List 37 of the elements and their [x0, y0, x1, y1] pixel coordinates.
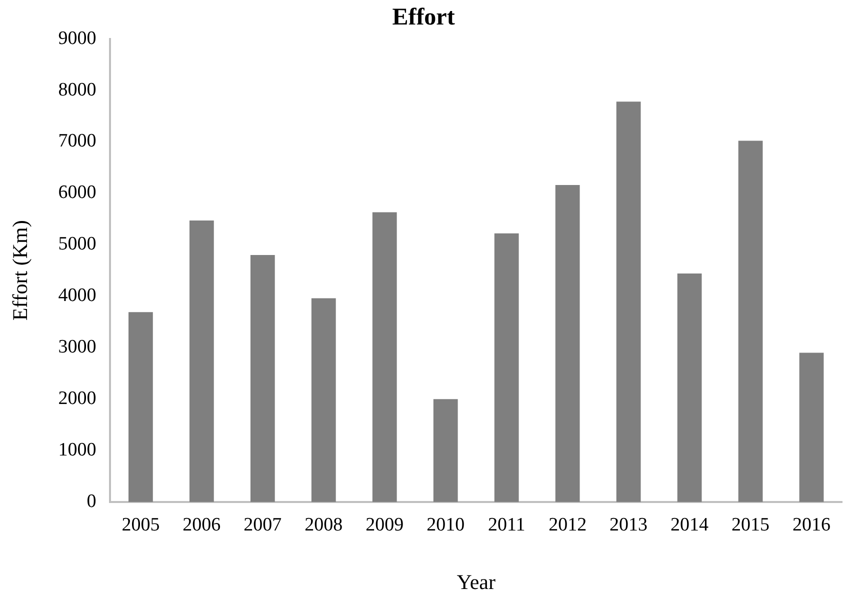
bar [372, 212, 397, 502]
y-tick-label: 4000 [58, 285, 96, 306]
bar [189, 220, 214, 502]
y-tick-label: 5000 [58, 234, 96, 255]
x-tick-label: 2006 [182, 514, 221, 536]
bar [311, 298, 336, 502]
x-tick-label: 2014 [670, 514, 710, 536]
x-tick-label: 2008 [304, 514, 343, 536]
x-tick-label: 2011 [488, 514, 526, 536]
chart-title: Effort [392, 4, 455, 31]
x-tick-label: 2005 [122, 514, 160, 536]
y-axis-title: Effort (Km) [8, 220, 32, 321]
bar [677, 273, 702, 502]
bar [616, 102, 641, 502]
bar [128, 312, 153, 502]
y-tick-label: 2000 [58, 388, 96, 410]
y-tick-label: 8000 [58, 79, 96, 100]
x-tick-label: 2007 [244, 514, 282, 536]
bar [799, 352, 824, 502]
y-tick-label: 7000 [58, 130, 96, 152]
bar [433, 399, 458, 502]
x-tick-label: 2010 [426, 514, 465, 536]
y-tick-label: 9000 [58, 28, 96, 49]
x-tick-label: 2012 [548, 514, 587, 536]
x-tick-label: 2009 [366, 514, 404, 536]
x-tick-label: 2013 [610, 514, 648, 536]
bar [494, 233, 519, 502]
y-tick-label: 1000 [58, 440, 96, 461]
bar [250, 254, 275, 502]
bar [738, 140, 763, 502]
y-tick-label: 0 [86, 490, 96, 512]
y-tick-label: 6000 [58, 182, 96, 204]
bar [555, 184, 580, 502]
x-tick-label: 2016 [792, 514, 831, 536]
x-axis-title: Year [456, 570, 496, 594]
y-tick-label: 3000 [58, 336, 96, 358]
x-tick-label: 2015 [732, 514, 770, 536]
